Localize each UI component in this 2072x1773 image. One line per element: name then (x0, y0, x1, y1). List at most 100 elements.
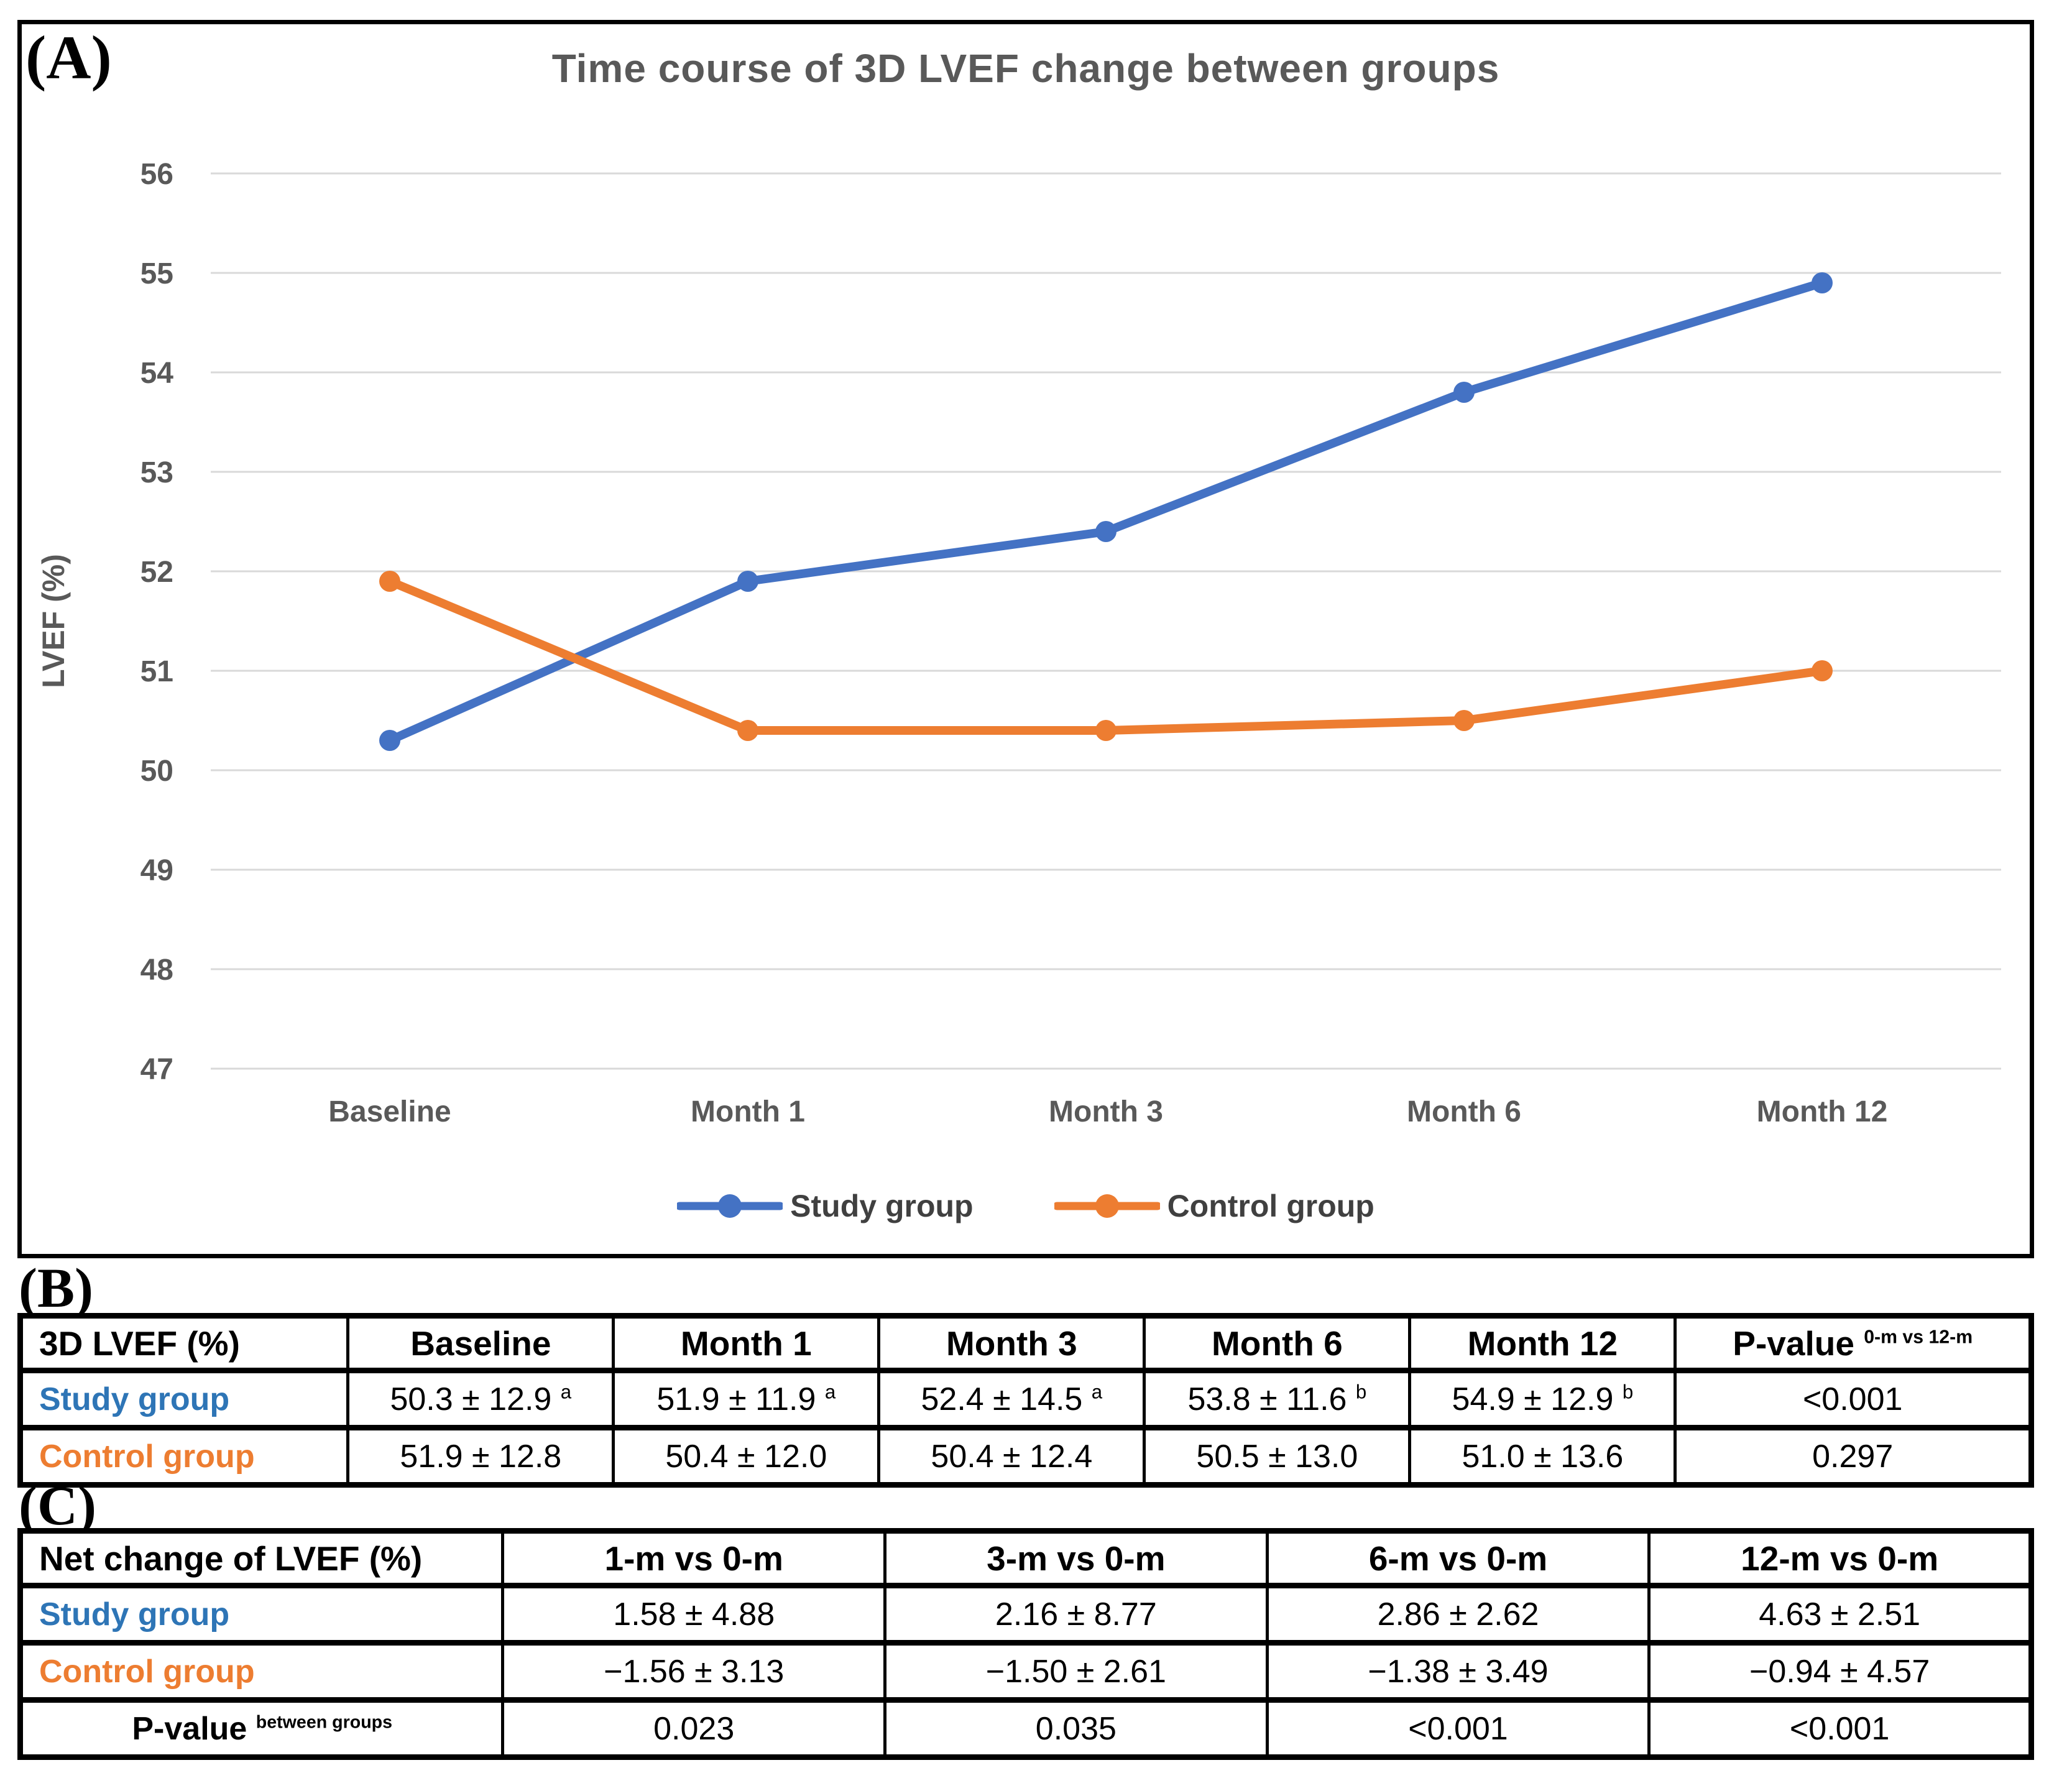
y-tick-label: 52 (140, 556, 173, 589)
y-tick-label: 56 (140, 158, 173, 191)
lvef-table-value-cell: 54.9 ± 12.9 b (1408, 1368, 1677, 1430)
netchange-table-value-cell: 2.16 ± 8.77 (883, 1583, 1269, 1646)
netchange-table-value-cell: −1.56 ± 3.13 (501, 1640, 887, 1703)
data-point (737, 720, 758, 741)
y-tick-label: 49 (140, 854, 173, 887)
data-point (737, 571, 758, 592)
netchange-table-value-cell: 2.86 ± 2.62 (1265, 1583, 1651, 1646)
legend-marker-icon (1054, 1194, 1160, 1218)
x-tick-label: Month 3 (1049, 1095, 1163, 1128)
lvef-table-value-cell: 53.8 ± 11.6 b (1143, 1368, 1412, 1430)
x-tick-label: Month 12 (1757, 1095, 1888, 1128)
y-tick-label: 50 (140, 755, 173, 788)
series-line-control-group (385, 577, 1826, 735)
legend-marker-icon (677, 1194, 783, 1218)
lvef-table-header-cell: Month 12 (1408, 1313, 1677, 1373)
lvef-table-value-cell: <0.001 (1674, 1368, 2033, 1430)
netchange-table-header-row: Net change of LVEF (%) 1-m vs 0-m 3-m vs 0… (18, 1528, 2033, 1588)
y-tick-label: 51 (140, 655, 173, 688)
line-chart: 56 55 54 53 52 51 50 49 48 47 LVEF (%) Baseline Mont… (36, 158, 2001, 1128)
lvef-table-value-cell: 51.0 ± 13.6 (1408, 1425, 1677, 1488)
table-net-change-lvef: Net change of LVEF (%) 1-m vs 0-m 3-m vs 0… (17, 1528, 2034, 1760)
netchange-table-header-cell: 3-m vs 0-m (883, 1528, 1269, 1588)
legend-dot (1095, 1194, 1119, 1218)
value-superscript: a (560, 1381, 572, 1403)
netchange-table-row-label: Study group (18, 1583, 505, 1646)
lvef-table-value-cell: 50.5 ± 13.0 (1143, 1425, 1412, 1488)
legend-item: Control group (1054, 1188, 1374, 1224)
x-tick-label: Month 1 (691, 1095, 805, 1128)
panel-b-label: (B) (19, 1258, 93, 1319)
legend-label: Study group (790, 1189, 974, 1223)
panel-a-label: (A) (25, 23, 112, 92)
netchange-table-value-cell: 4.63 ± 2.51 (1647, 1583, 2033, 1646)
lvef-table-value-cell: 52.4 ± 14.5 a (877, 1368, 1146, 1430)
lvef-table-value-cell: 50.4 ± 12.0 (612, 1425, 881, 1488)
netchange-table-header-cell: 6-m vs 0-m (1265, 1528, 1651, 1588)
lvef-table-value-cell: 51.9 ± 11.9 a (612, 1368, 881, 1430)
data-point (1812, 272, 1833, 293)
chart-legend: Study group Control group (22, 1188, 2030, 1224)
lvef-table-header-cell: 3D LVEF (%) (18, 1313, 350, 1373)
netchange-table-row: Control group −1.56 ± 3.13 −1.50 ± 2.61 −1.… (18, 1640, 2033, 1703)
data-point (1453, 710, 1475, 731)
legend-dot (718, 1194, 742, 1218)
value-superscript: a (1091, 1381, 1103, 1403)
netchange-table-row: P-value between groups 0.023 0.035 <0.001 <0… (18, 1697, 2033, 1760)
netchange-table-header-cell: 1-m vs 0-m (501, 1528, 887, 1588)
legend-item: Study group (677, 1188, 974, 1224)
data-point (379, 571, 400, 592)
data-point (1095, 521, 1117, 542)
lvef-table-row-label: Study group (18, 1368, 350, 1430)
lvef-table-value-cell: 50.4 ± 12.4 (877, 1425, 1146, 1488)
header-superscript: 0-m vs 12-m (1864, 1327, 1973, 1348)
netchange-table-row: Study group 1.58 ± 4.88 2.16 ± 8.77 2.86 ± … (18, 1583, 2033, 1646)
netchange-table-value-cell: −0.94 ± 4.57 (1647, 1640, 2033, 1703)
netchange-table-value-cell: −1.38 ± 3.49 (1265, 1640, 1651, 1703)
lvef-table-value-cell: 0.297 (1674, 1425, 2033, 1488)
lvef-table-header-cell: Month 3 (877, 1313, 1146, 1373)
lvef-table-header-cell: Month 1 (612, 1313, 881, 1373)
netchange-table-value-cell: 1.58 ± 4.88 (501, 1583, 887, 1646)
lvef-table-row: Study group 50.3 ± 12.9 a 51.9 ± 11.9 a 52.… (18, 1368, 2033, 1430)
row-label-superscript: between groups (256, 1712, 393, 1733)
lvef-table-row: Control group 51.9 ± 12.8 50.4 ± 12.0 50.4 … (18, 1425, 2033, 1488)
netchange-table-value-cell: −1.50 ± 2.61 (883, 1640, 1269, 1703)
y-tick-label: 53 (140, 456, 173, 489)
netchange-table-header-cell: Net change of LVEF (%) (18, 1528, 505, 1588)
netchange-table-value-cell: 0.023 (501, 1697, 887, 1760)
netchange-table-header-cell: 12-m vs 0-m (1647, 1528, 2033, 1588)
lvef-table-value-cell: 50.3 ± 12.9 a (346, 1368, 615, 1430)
panel-c-label: (C) (19, 1475, 96, 1537)
legend-label: Control group (1167, 1189, 1374, 1223)
table-3d-lvef: 3D LVEF (%) Baseline Month 1 Month 3 Month 6… (17, 1313, 2034, 1488)
data-point (1812, 660, 1833, 681)
value-superscript: b (1355, 1381, 1367, 1403)
lvef-table-header-cell: P-value 0-m vs 12-m (1674, 1313, 2033, 1373)
x-tick-label: Baseline (328, 1095, 451, 1128)
y-tick-label: 47 (140, 1053, 173, 1086)
panel-a: (A) Time course of 3D LVEF change betwee… (17, 20, 2034, 1258)
lvef-table-row-label: Control group (18, 1425, 350, 1488)
netchange-table-value-cell: <0.001 (1265, 1697, 1651, 1760)
y-axis-title: LVEF (%) (36, 554, 71, 688)
netchange-table-row-label: P-value between groups (18, 1697, 505, 1760)
netchange-table-row-label: Control group (18, 1640, 505, 1703)
lvef-table-header-row: 3D LVEF (%) Baseline Month 1 Month 3 Month 6… (18, 1313, 2033, 1373)
value-superscript: a (824, 1381, 836, 1403)
data-point (1453, 382, 1475, 403)
chart-title: Time course of 3D LVEF change between gr… (551, 46, 1500, 91)
lvef-table-header-cell: Baseline (346, 1313, 615, 1373)
y-tick-label: 55 (140, 257, 173, 290)
y-tick-label: 54 (140, 357, 174, 390)
x-tick-label: Month 6 (1407, 1095, 1521, 1128)
data-point (379, 730, 400, 751)
y-tick-label: 48 (140, 954, 173, 987)
value-superscript: b (1622, 1381, 1634, 1403)
data-point (1095, 720, 1117, 741)
lvef-table-header-cell: Month 6 (1143, 1313, 1412, 1373)
lvef-table-value-cell: 51.9 ± 12.8 (346, 1425, 615, 1488)
netchange-table-value-cell: <0.001 (1647, 1697, 2033, 1760)
netchange-table-value-cell: 0.035 (883, 1697, 1269, 1760)
